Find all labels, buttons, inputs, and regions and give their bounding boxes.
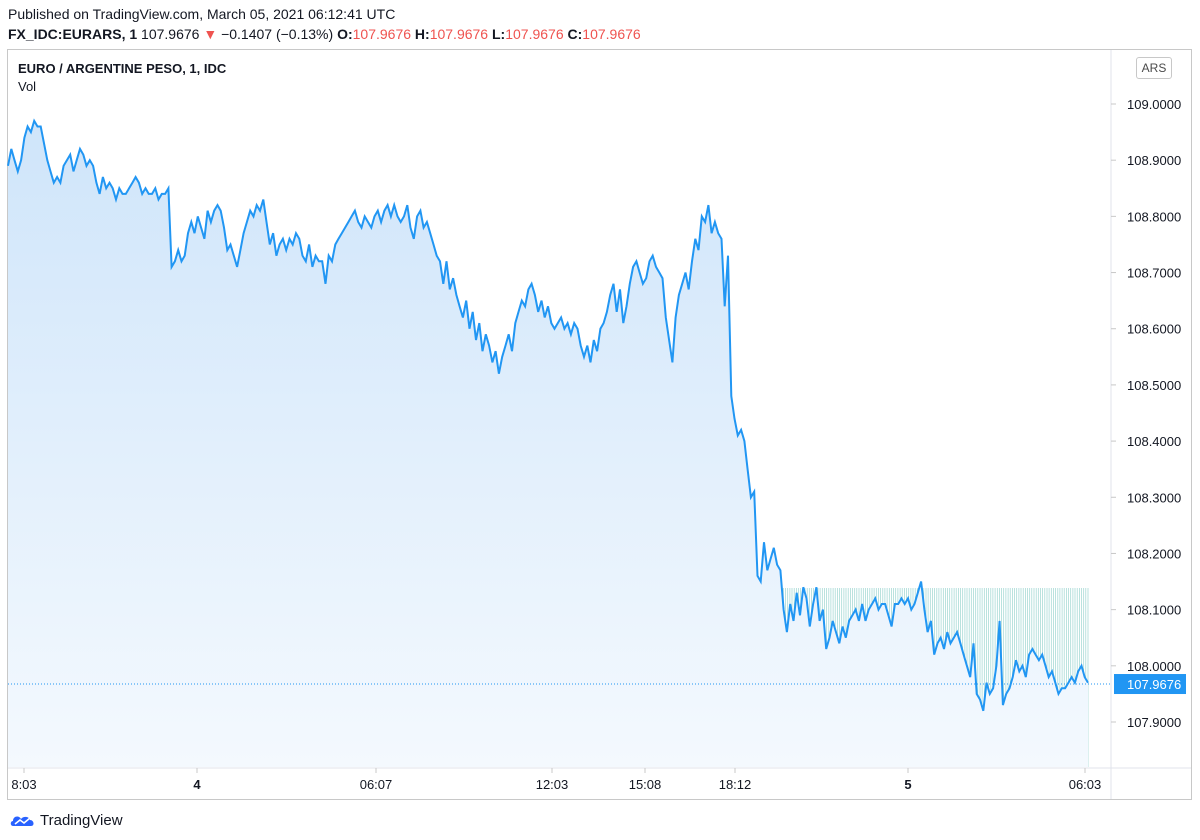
last-price-badge-label: 107.9676 (1127, 677, 1181, 692)
open-value: 107.9676 (352, 26, 412, 42)
x-tick-label: 06:07 (360, 777, 393, 792)
price-line (7, 118, 1089, 712)
x-tick-label: 5 (904, 777, 911, 792)
down-arrow-icon: ▼ (203, 26, 218, 42)
close-value: 107.9676 (582, 26, 641, 42)
y-tick-label: 108.4000 (1127, 434, 1181, 449)
published-note: Published on TradingView.com, March 05, … (8, 6, 396, 22)
tradingview-cloud-icon (10, 816, 34, 826)
tradingview-brand: TradingView (40, 811, 123, 829)
currency-button[interactable]: ARS (1136, 57, 1172, 79)
open-label: O: (337, 26, 353, 42)
x-tick-label: 15:08 (629, 777, 662, 792)
volume-label: Vol (18, 79, 37, 94)
high-label: H: (414, 26, 430, 42)
symbol-name: FX_IDC:EURARS, 1 (8, 26, 138, 42)
y-tick-label: 108.8000 (1127, 209, 1181, 224)
y-tick-label: 107.9000 (1127, 715, 1181, 730)
x-tick-label: 12:03 (536, 777, 569, 792)
y-tick-label: 108.6000 (1127, 322, 1181, 337)
low-value: 107.9676 (505, 26, 564, 42)
y-tick-label: 108.1000 (1127, 603, 1181, 618)
high-value: 107.9676 (429, 26, 489, 42)
x-tick-label: 4 (193, 777, 201, 792)
price-axis[interactable]: 109.0000 108.9000 108.8000 108.7000 108.6000… (1111, 97, 1181, 730)
chart-frame (7, 49, 1192, 800)
close-label: C: (567, 26, 583, 42)
y-tick-label: 108.9000 (1127, 153, 1181, 168)
y-tick-label: 108.5000 (1127, 378, 1181, 393)
x-tick-label: 18:12 (719, 777, 752, 792)
x-tick-label: 06:03 (1069, 777, 1102, 792)
y-tick-label: 108.3000 (1127, 490, 1181, 505)
last-price-text: 107.9676 (141, 26, 200, 42)
y-tick-label: 109.0000 (1127, 97, 1181, 112)
last-price-badge: 107.9676 (1114, 674, 1186, 695)
y-tick-label: 108.0000 (1127, 659, 1181, 674)
y-tick-label: 108.7000 (1127, 266, 1181, 281)
time-axis[interactable]: 8:03 4 06:07 12:03 15:08 18:12 5 06:03 (11, 768, 1101, 792)
change-text: −0.1407 (−0.13%) (221, 26, 334, 42)
tradingview-logo[interactable]: TradingView (10, 810, 123, 830)
y-tick-label: 108.2000 (1127, 546, 1181, 561)
x-tick-label: 8:03 (11, 777, 36, 792)
low-label: L: (492, 26, 506, 42)
last-price-badge-bg (1114, 674, 1186, 695)
pane-title: EURO / ARGENTINE PESO, 1, IDC (18, 61, 227, 76)
legend-line: FX_IDC:EURARS, 1 107.9676 ▼ −0.1407 (−0.… (8, 26, 641, 42)
